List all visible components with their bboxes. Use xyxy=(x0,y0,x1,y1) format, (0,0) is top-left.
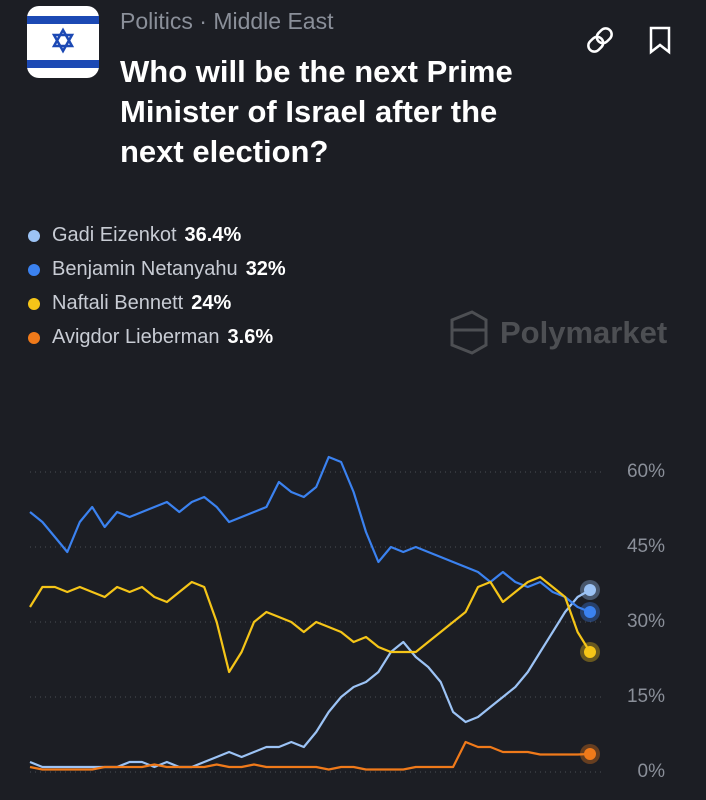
watermark: Polymarket xyxy=(450,310,667,355)
legend-name: Naftali Bennett xyxy=(52,292,184,314)
flag-icon xyxy=(27,6,99,78)
current-dot xyxy=(584,646,596,658)
legend-entry: Benjamin Netanyahu 32% xyxy=(52,258,286,280)
y-tick-label: 45% xyxy=(627,536,665,557)
series-line xyxy=(29,740,591,771)
legend-name: Benjamin Netanyahu xyxy=(52,258,238,280)
y-tick-label: 0% xyxy=(638,761,666,782)
legend-dot xyxy=(28,230,40,242)
legend-name: Gadi Eizenkot xyxy=(52,224,177,246)
series-line xyxy=(29,455,591,614)
legend-value: 3.6% xyxy=(228,326,274,348)
legend-dot xyxy=(28,264,40,276)
legend-value: 24% xyxy=(191,292,231,314)
legend-value: 32% xyxy=(246,258,286,280)
category-line: Politics · Middle East xyxy=(120,8,334,34)
legend-name: Avigdor Lieberman xyxy=(52,326,220,348)
y-tick-label: 15% xyxy=(627,686,665,707)
current-dot xyxy=(584,606,596,618)
watermark-text: Polymarket xyxy=(500,315,667,350)
y-tick-label: 60% xyxy=(627,461,665,482)
link-button[interactable] xyxy=(580,20,620,60)
y-tick-label: 30% xyxy=(627,611,665,632)
legend-dot xyxy=(28,332,40,344)
legend-entry: Avigdor Lieberman 3.6% xyxy=(52,326,273,348)
subcategory[interactable]: Middle East xyxy=(213,8,334,34)
current-dot xyxy=(584,748,596,760)
legend-value: 36.4% xyxy=(185,224,242,246)
legend-dot xyxy=(28,298,40,310)
legend-entry: Naftali Bennett 24% xyxy=(52,292,231,314)
legend-entry: Gadi Eizenkot 36.4% xyxy=(52,224,241,246)
series-line xyxy=(29,575,591,674)
current-dot xyxy=(584,584,596,596)
bookmark-button[interactable] xyxy=(645,20,675,60)
series-line xyxy=(29,589,591,769)
market-title: Who will be the next Prime Minister of I… xyxy=(120,54,513,169)
category[interactable]: Politics xyxy=(120,8,193,34)
